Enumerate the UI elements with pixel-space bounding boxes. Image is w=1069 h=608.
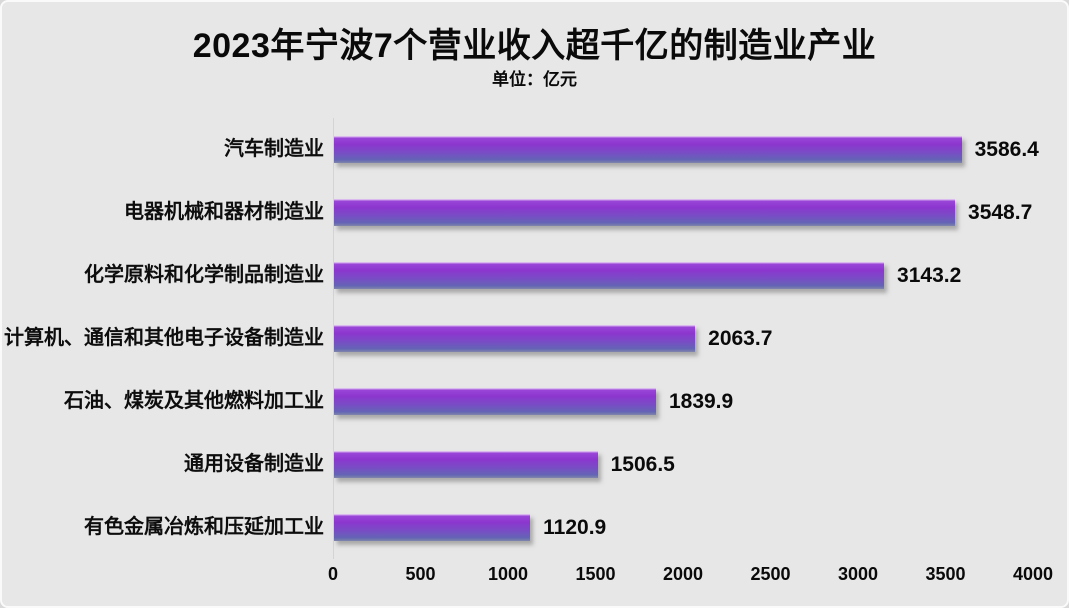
value-label: 2063.7 (708, 327, 773, 350)
bar (334, 451, 598, 478)
value-label: 1839.9 (668, 390, 734, 413)
bar (334, 136, 962, 163)
value-label: 1120.9 (543, 516, 607, 539)
y-axis-line (333, 118, 334, 559)
category-label: 电器机械和器材制造业 (124, 201, 324, 223)
chart-title: 2023年宁波7个营业收入超千亿的制造业产业 (192, 27, 877, 65)
bar (334, 262, 885, 289)
bar-row: 通用设备制造业 1506.5 (2, 433, 1067, 496)
bar-row: 化学原料和化学制品制造业 3143.2 (2, 244, 1067, 307)
x-tick-label: 1500 (575, 564, 616, 584)
value-label: 3143.2 (897, 264, 962, 287)
x-tick-label: 3000 (837, 564, 879, 584)
bar-row: 石油、煤炭及其他燃料加工业 1839.9 (2, 370, 1067, 433)
value-label: 3548.7 (968, 201, 1033, 224)
chart-unit-label: 单位：亿元 (492, 70, 577, 89)
x-axis: 0 500 1000 1500 2000 2500 3000 3500 4000 (328, 561, 1053, 591)
category-label: 有色金属冶炼和压延加工业 (84, 516, 324, 538)
x-tick-label: 2000 (662, 564, 704, 584)
bar-row: 汽车制造业 3586.4 (2, 118, 1067, 181)
bar-row: 有色金属冶炼和压延加工业 1120.9 (2, 496, 1067, 559)
bar (334, 388, 656, 415)
category-label: 石油、煤炭及其他燃料加工业 (64, 390, 324, 412)
x-tick-label: 500 (405, 564, 436, 584)
bar (334, 199, 955, 226)
x-tick-label: 0 (327, 564, 339, 584)
value-label: 1506.5 (610, 453, 675, 476)
bar (334, 514, 531, 541)
category-label: 汽车制造业 (224, 138, 324, 160)
value-label: 3586.4 (974, 138, 1039, 161)
x-tick-label: 1000 (487, 564, 529, 584)
bar-row: 计算机、通信和其他电子设备制造业 2063.7 (2, 307, 1067, 370)
bar-chart-plot: 汽车制造业 3586.4 电器机械和器材制造业 3548.7 化学原料和化学制品制造业 3… (2, 118, 1067, 559)
category-label: 通用设备制造业 (184, 453, 324, 475)
x-tick-label: 4000 (1012, 564, 1054, 584)
bar (334, 325, 696, 352)
category-label: 化学原料和化学制品制造业 (84, 264, 324, 286)
x-tick-label: 2500 (750, 564, 791, 584)
x-tick-label: 3500 (925, 564, 966, 584)
category-label: 计算机、通信和其他电子设备制造业 (4, 327, 324, 349)
bar-row: 电器机械和器材制造业 3548.7 (2, 181, 1067, 244)
